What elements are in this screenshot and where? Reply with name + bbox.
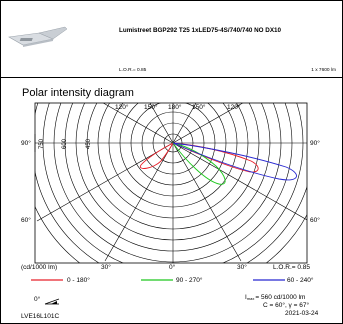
angle-label-0: 0° [169, 263, 176, 271]
angle-label-90-left: 90° [21, 139, 31, 147]
product-title: Lumistreet BGP292 T25 1xLED75-4S/740/740… [119, 27, 282, 34]
angle-label-120-left: 120° [115, 103, 129, 111]
angle-label-120-right: 120° [227, 103, 241, 111]
ring-label-750: 750 [39, 138, 45, 149]
tilt-angle-icon [44, 298, 60, 305]
angle-label-180: 180° [168, 103, 182, 111]
polar-frame [34, 102, 308, 264]
curve-60-240 [172, 142, 297, 181]
ring-label-450: 450 [86, 138, 92, 149]
angle-label-150-right: 150° [192, 103, 206, 111]
angle-label-30-left: 30° [101, 263, 111, 271]
legend-label-60-240: 60 - 240° [287, 276, 314, 284]
angle-label-150-left: 150° [144, 103, 158, 111]
tilt-angle-label: 0° [34, 295, 41, 303]
diagram-title: Polar intensity diagram [22, 87, 134, 99]
luminaire-code: LVE16L101C [21, 313, 59, 320]
ring-label-600: 600 [62, 138, 68, 149]
lamp-flux: 1 x 7600 lm [311, 68, 336, 73]
c-gamma-label: C = 60°, γ = 67° [263, 301, 309, 309]
angle-label-60-left: 60° [21, 216, 31, 224]
header-panel: Lumistreet BGP292 T25 1xLED75-4S/740/740… [1, 1, 342, 78]
legend-lor: L.O.R.= 0.85 [273, 264, 310, 271]
intensity-curves [139, 142, 297, 185]
curve-0-180 [139, 142, 259, 173]
legend-unit: (cd/1000 lm) [21, 264, 57, 271]
legend-label-0-180: 0 - 180° [67, 276, 90, 284]
angle-label-60-right: 60° [310, 216, 320, 224]
document-date: 2021-03-24 [285, 310, 319, 317]
imax-label: Imax= 560 cd/1000 lm [245, 294, 305, 301]
streetlight-luminaire-icon [8, 26, 68, 47]
angle-label-30-right: 30° [237, 263, 247, 271]
lor-value: L.O.R.= 0.85 [119, 68, 147, 73]
curve-90-270 [171, 142, 226, 185]
angle-label-90-right: 90° [310, 139, 320, 147]
legend-label-90-270: 90 - 270° [176, 276, 203, 284]
